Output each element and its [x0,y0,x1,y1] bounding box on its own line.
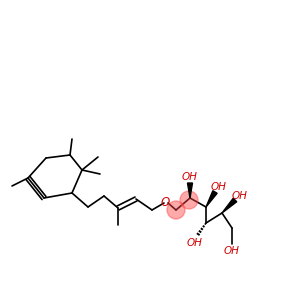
Polygon shape [222,198,237,213]
Circle shape [167,201,185,219]
Text: OH: OH [182,172,198,182]
Text: OH: OH [224,246,240,256]
Polygon shape [188,183,193,198]
Circle shape [180,191,198,209]
Polygon shape [206,191,217,207]
Text: OH: OH [187,238,203,248]
Text: OH: OH [232,191,248,201]
Text: OH: OH [211,182,227,192]
Text: O: O [160,196,169,209]
